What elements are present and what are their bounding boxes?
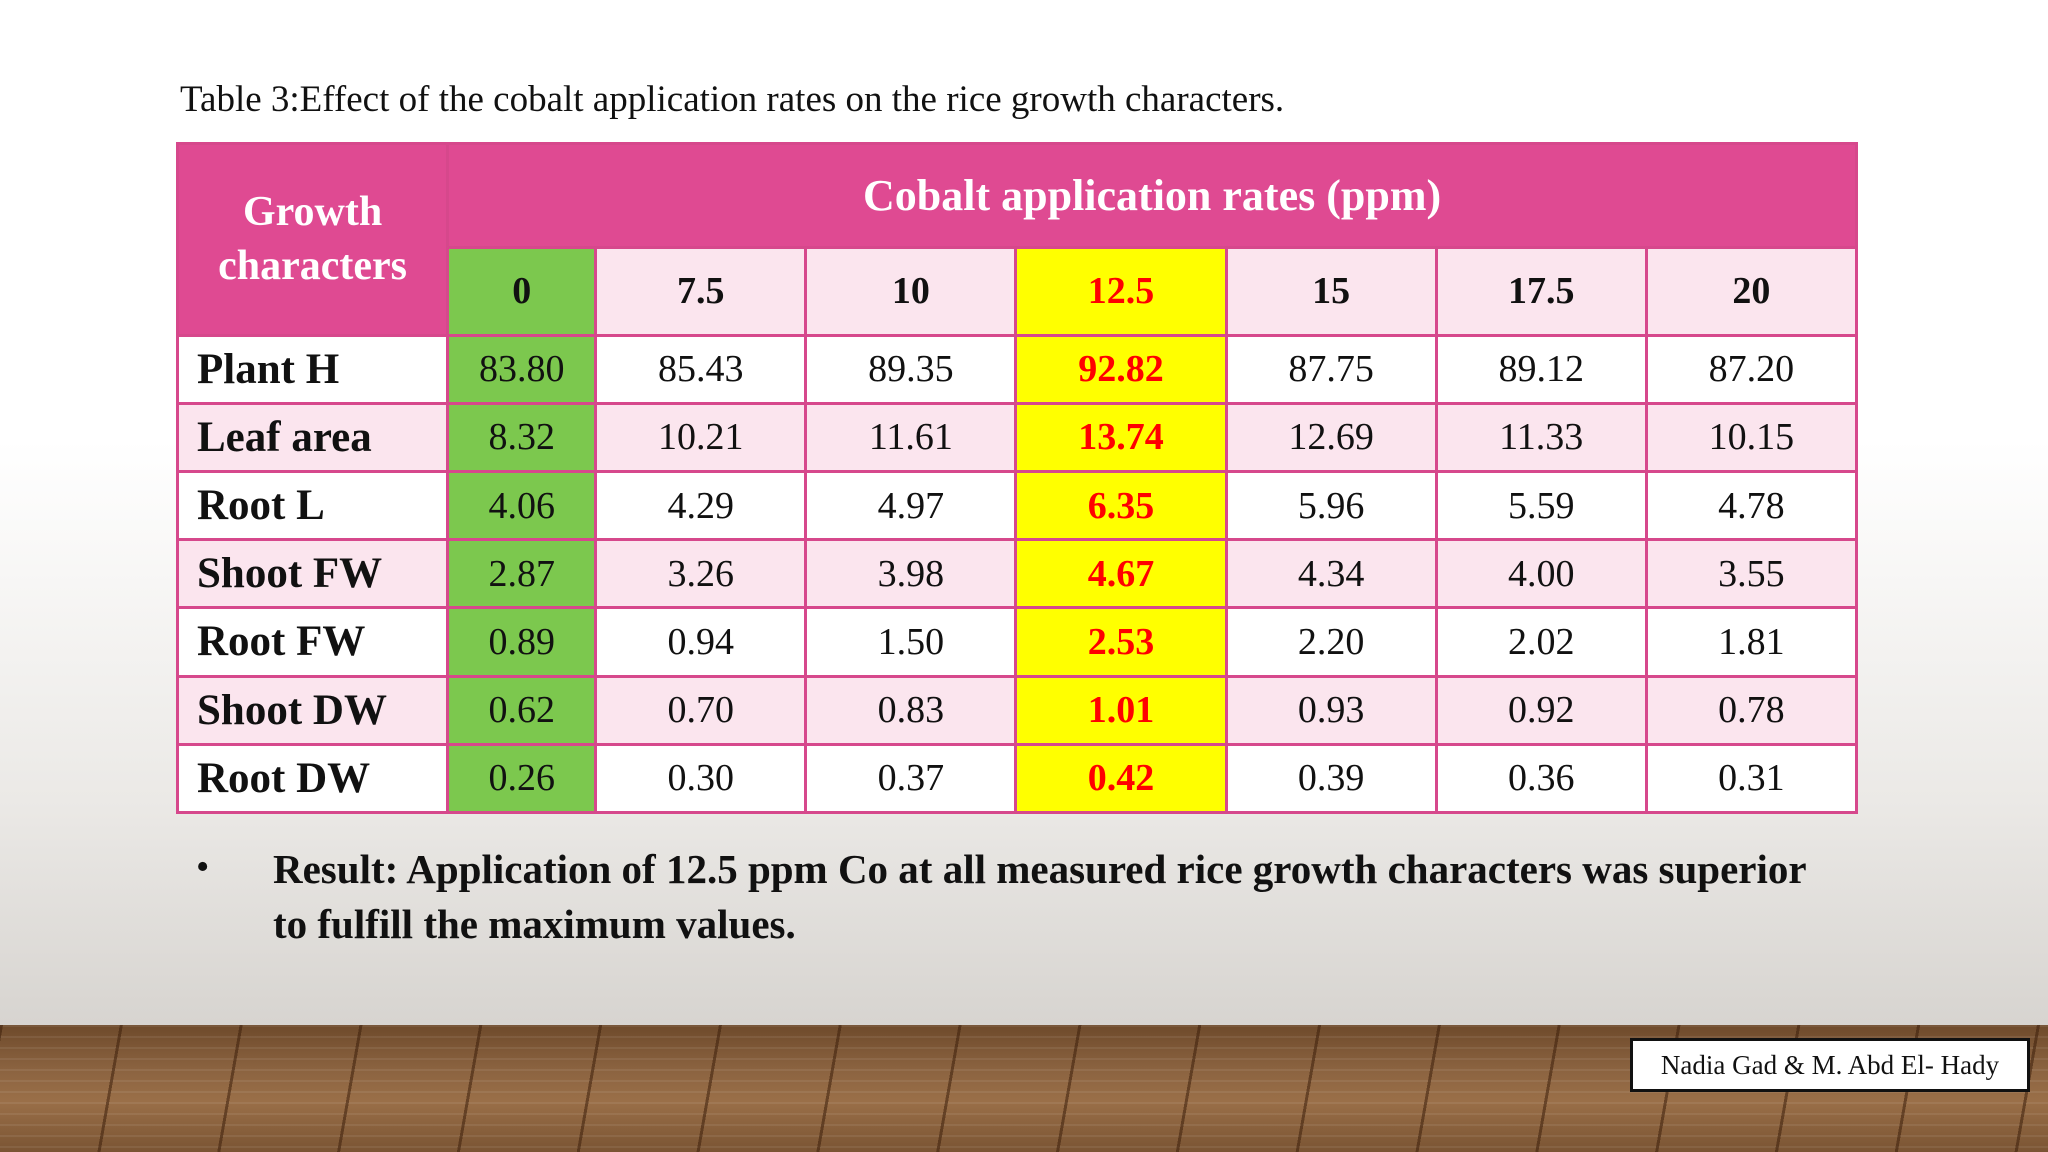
table-cell: 1.81 (1644, 606, 1859, 678)
table-cell: 92.82 (1014, 333, 1228, 405)
table-cell: 0.39 (1224, 742, 1438, 815)
row-label: Leaf area (175, 401, 450, 473)
table-cell: 8.32 (446, 401, 598, 473)
rate-header: 10 (804, 245, 1018, 337)
table-row: Root DW 0.26 0.30 0.37 0.42 0.39 0.36 0.31 (175, 742, 1859, 815)
rate-header: 7.5 (594, 245, 808, 337)
table-cell: 12.69 (1224, 401, 1438, 473)
table-cell: 87.75 (1224, 333, 1438, 405)
rate-header: 15 (1224, 245, 1438, 337)
table-cell: 89.12 (1434, 333, 1648, 405)
table-cell: 2.53 (1014, 606, 1228, 678)
table-cell: 0.78 (1644, 674, 1859, 746)
table-cell: 0.83 (804, 674, 1018, 746)
table-cell: 83.80 (446, 333, 598, 405)
result-bullet: • (196, 846, 210, 888)
table-row: Shoot FW 2.87 3.26 3.98 4.67 4.34 4.00 3.55 (175, 538, 1859, 610)
table-cell: 2.87 (446, 538, 598, 610)
table-cell: 85.43 (594, 333, 808, 405)
table-cell: 4.34 (1224, 538, 1438, 610)
table-cell: 5.59 (1434, 469, 1648, 542)
table-cell: 3.98 (804, 538, 1018, 610)
table-cell: 6.35 (1014, 469, 1228, 542)
table-cell: 0.37 (804, 742, 1018, 815)
table-row: Shoot DW 0.62 0.70 0.83 1.01 0.93 0.92 0.78 (175, 674, 1859, 746)
table-cell: 11.61 (804, 401, 1018, 473)
table-cell: 3.55 (1644, 538, 1859, 610)
table-row: Plant H 83.80 85.43 89.35 92.82 87.75 89.12 87.… (175, 333, 1859, 405)
rate-header: 17.5 (1434, 245, 1648, 337)
table-cell: 0.42 (1014, 742, 1228, 815)
table-cell: 2.20 (1224, 606, 1438, 678)
table-row: Root L 4.06 4.29 4.97 6.35 5.96 5.59 4.78 (175, 469, 1859, 542)
table-caption: Table 3:Effect of the cobalt application… (180, 79, 1285, 120)
table-cell: 0.92 (1434, 674, 1648, 746)
table-cell: 0.70 (594, 674, 808, 746)
table-cell: 3.26 (594, 538, 808, 610)
table-cell: 4.67 (1014, 538, 1228, 610)
table-row: Leaf area 8.32 10.21 11.61 13.74 12.69 11.33 10… (175, 401, 1859, 473)
table-cell: 5.96 (1224, 469, 1438, 542)
table-cell: 10.15 (1644, 401, 1859, 473)
table-cell: 11.33 (1434, 401, 1648, 473)
table-cell: 4.97 (804, 469, 1018, 542)
growth-characters-header: Growth characters (175, 142, 450, 337)
row-label: Root L (175, 469, 450, 542)
cobalt-rates-header: Cobalt application rates (ppm) (446, 142, 1858, 249)
table-cell: 89.35 (804, 333, 1018, 405)
table-cell: 0.89 (446, 606, 598, 678)
table-cell: 2.02 (1434, 606, 1648, 678)
table-cell: 0.31 (1644, 742, 1859, 815)
table-cell: 0.26 (446, 742, 598, 815)
cobalt-growth-table: Growth characters Cobalt application rat… (175, 142, 1859, 815)
table-cell: 0.93 (1224, 674, 1438, 746)
rate-header: 20 (1644, 245, 1859, 337)
table-cell: 4.06 (446, 469, 598, 542)
table-cell: 87.20 (1644, 333, 1859, 405)
table-cell: 0.36 (1434, 742, 1648, 815)
rate-header: 0 (446, 245, 598, 337)
rate-header: 12.5 (1014, 245, 1228, 337)
table-cell: 10.21 (594, 401, 808, 473)
table-cell: 1.50 (804, 606, 1018, 678)
table-cell: 1.01 (1014, 674, 1228, 746)
table-cell: 4.00 (1434, 538, 1648, 610)
row-label: Shoot FW (175, 538, 450, 610)
table-cell: 0.30 (594, 742, 808, 815)
table-row: Root FW 0.89 0.94 1.50 2.53 2.20 2.02 1.81 (175, 606, 1859, 678)
row-label: Shoot DW (175, 674, 450, 746)
result-text: Result: Application of 12.5 ppm Co at al… (273, 846, 1806, 947)
table-cell: 0.94 (594, 606, 808, 678)
table-cell: 0.62 (446, 674, 598, 746)
author-credit: Nadia Gad & M. Abd El- Hady (1630, 1038, 2030, 1092)
table-cell: 13.74 (1014, 401, 1228, 473)
row-label: Root DW (175, 742, 450, 815)
table-cell: 4.78 (1644, 469, 1859, 542)
row-label: Plant H (175, 333, 450, 405)
table-cell: 4.29 (594, 469, 808, 542)
row-label: Root FW (175, 606, 450, 678)
